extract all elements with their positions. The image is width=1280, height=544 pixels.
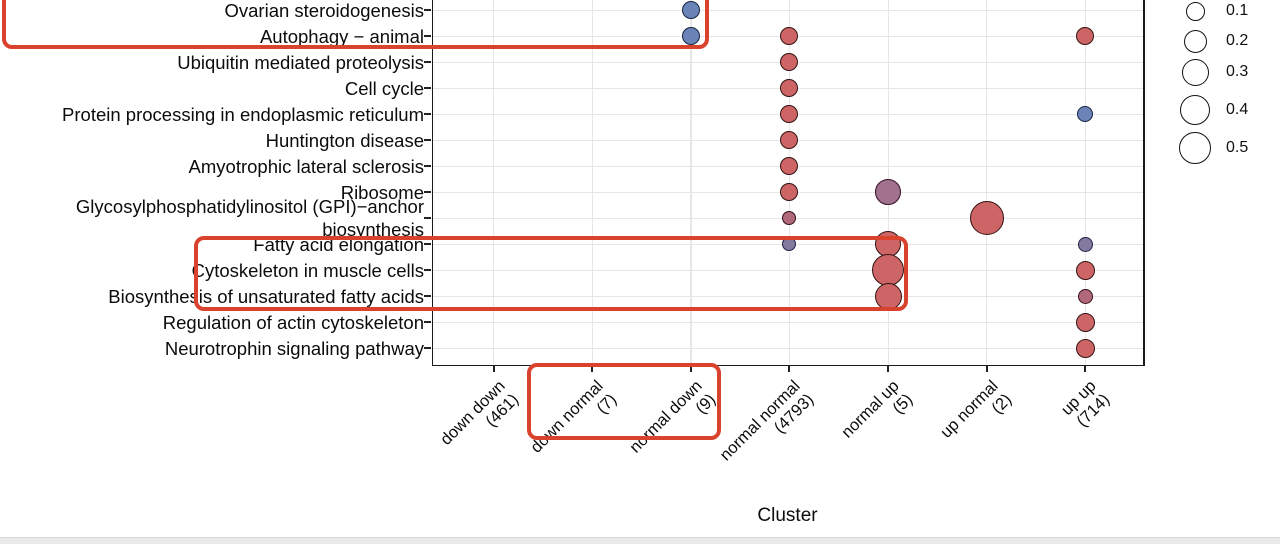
x-axis-tick	[788, 364, 791, 372]
grid-line-horizontal	[432, 321, 1143, 323]
legend-size-label: 0.3	[1226, 63, 1249, 80]
bubble-point	[1076, 27, 1095, 45]
y-axis-label: Ribosome	[340, 181, 424, 203]
panel-right-border	[1143, 0, 1145, 365]
y-axis-tick	[424, 191, 431, 193]
bubble-point	[780, 79, 799, 97]
bubble-point	[969, 201, 1004, 235]
x-axis-title: Cluster	[757, 505, 818, 526]
bubble-point	[782, 211, 797, 225]
x-axis-tick	[492, 364, 495, 372]
annotation-box	[527, 363, 721, 440]
grid-line-horizontal	[432, 9, 1143, 11]
legend-size-label: 0.5	[1226, 139, 1249, 156]
bubble-point	[780, 27, 799, 45]
bubble-point	[1077, 288, 1093, 304]
legend-size-circle	[1183, 29, 1207, 53]
bubble-point	[1075, 260, 1095, 280]
y-axis-label: Glycosylphosphatidylinositol (GPI)−ancho…	[75, 196, 424, 240]
legend-size-label: 0.2	[1226, 32, 1249, 49]
grid-line-horizontal	[432, 347, 1143, 349]
y-axis-tick	[424, 347, 431, 349]
bubble-point	[681, 27, 700, 45]
bubble-point	[872, 254, 905, 286]
bubble-point	[1077, 236, 1093, 252]
grid-line-vertical	[986, 0, 988, 365]
y-axis-label: Neurotrophin signaling pathway	[164, 337, 424, 359]
bubble-point	[875, 231, 902, 257]
y-axis-tick	[424, 165, 431, 167]
grid-line-vertical	[591, 0, 593, 365]
bubble-point	[875, 179, 902, 205]
y-axis-tick	[424, 9, 431, 11]
x-axis-tick	[1084, 364, 1087, 372]
x-axis-tick	[591, 364, 594, 372]
x-axis-tick	[985, 364, 988, 372]
y-axis-tick	[424, 139, 431, 141]
y-axis-tick	[424, 217, 431, 219]
y-axis-label: Regulation of actin cytoskeleton	[162, 311, 424, 333]
grid-line-vertical	[788, 0, 791, 365]
bubble-point	[780, 105, 799, 123]
annotation-box	[2, 0, 709, 49]
x-axis-tick	[887, 364, 890, 372]
y-axis-label: Protein processing in endoplasmic reticu…	[62, 103, 424, 125]
legend-size-circle	[1185, 1, 1205, 21]
bubble-point	[1075, 312, 1095, 332]
y-axis-tick	[424, 35, 431, 37]
y-axis-label: Cell cycle	[344, 77, 424, 99]
y-axis-label: Huntington disease	[265, 129, 424, 151]
legend-size-label: 0.4	[1226, 101, 1249, 118]
y-axis-label: Ubiquitin mediated proteolysis	[177, 51, 424, 73]
y-axis-tick	[424, 321, 431, 323]
x-axis-line	[431, 364, 1145, 366]
legend-size-circle	[1181, 58, 1209, 86]
window-bottom-bar	[0, 537, 1280, 544]
annotation-box	[194, 236, 908, 311]
bubble-point	[681, 1, 700, 19]
bubble-point	[780, 53, 799, 71]
y-axis-tick	[424, 87, 431, 89]
x-axis-tick	[689, 364, 692, 372]
legend-size-circle	[1179, 132, 1211, 164]
bubble-point	[780, 157, 799, 175]
y-axis-tick	[424, 295, 431, 297]
bubble-point	[780, 183, 799, 201]
bubble-point	[780, 131, 799, 149]
y-axis-tick	[424, 243, 431, 245]
y-axis-label: Ovarian steroidogenesis	[224, 0, 425, 21]
legend-size-circle	[1180, 95, 1210, 125]
y-axis-label: Amyotrophic lateral sclerosis	[188, 155, 424, 177]
y-axis-tick	[424, 113, 431, 115]
grid-line-vertical	[493, 0, 495, 365]
grid-line-horizontal	[432, 295, 1143, 297]
y-axis-line	[431, 0, 433, 365]
y-axis-label: Cytoskeleton in muscle cells	[191, 259, 424, 281]
bubble-point	[1077, 106, 1094, 122]
y-axis-tick	[424, 269, 431, 271]
y-axis-label: Autophagy − animal	[259, 25, 424, 47]
legend-size-label: 0.1	[1226, 2, 1249, 19]
grid-line-vertical	[690, 0, 692, 365]
bubble-point	[1075, 338, 1095, 358]
y-axis-tick	[424, 61, 431, 63]
grid-line-horizontal	[432, 269, 1143, 271]
grid-line-vertical	[1084, 0, 1087, 365]
y-axis-label: Biosynthesis of unsaturated fatty acids	[108, 285, 424, 307]
